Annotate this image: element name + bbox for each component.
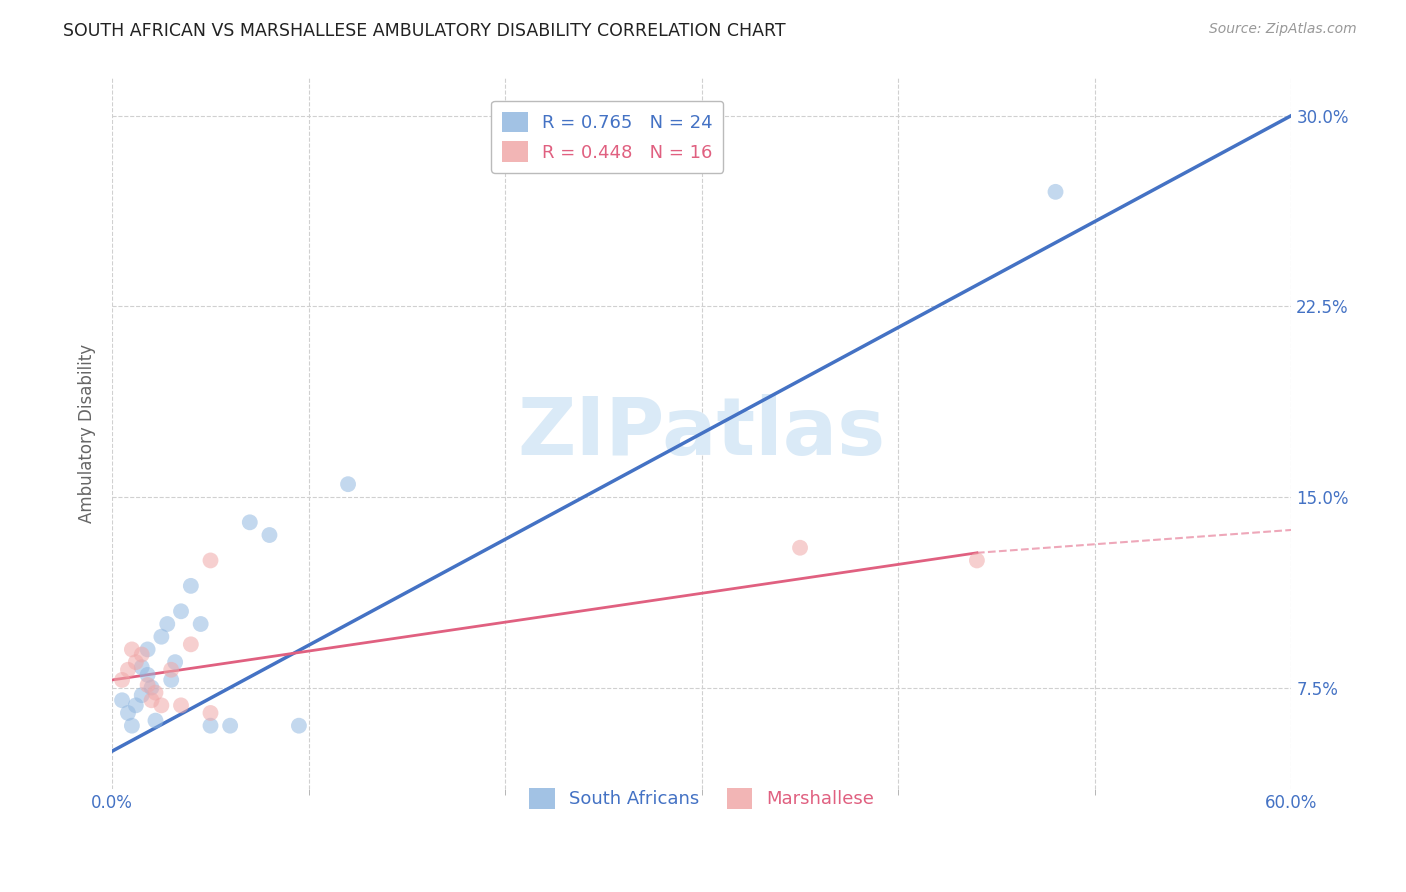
Point [1045,185,1067,199]
Point [125,698,148,713]
Point [789,541,811,555]
Point [190,617,212,632]
Point [200,553,222,567]
Point [131,648,153,662]
Point [219,719,242,733]
Point [200,706,222,720]
Point [136,668,159,682]
Point [145,714,167,728]
Point [117,706,139,720]
Point [150,630,173,644]
Point [121,719,143,733]
Point [121,642,143,657]
Point [141,693,163,707]
Point [136,642,159,657]
Point [141,681,163,695]
Point [136,678,159,692]
Point [111,673,134,687]
Point [160,663,183,677]
Text: ZIPatlas: ZIPatlas [517,394,886,473]
Point [156,617,179,632]
Point [337,477,360,491]
Point [165,655,187,669]
Point [288,719,311,733]
Point [180,579,202,593]
Point [259,528,281,542]
Point [180,637,202,651]
Point [150,698,173,713]
Text: Source: ZipAtlas.com: Source: ZipAtlas.com [1209,22,1357,37]
Y-axis label: Ambulatory Disability: Ambulatory Disability [79,343,96,523]
Text: SOUTH AFRICAN VS MARSHALLESE AMBULATORY DISABILITY CORRELATION CHART: SOUTH AFRICAN VS MARSHALLESE AMBULATORY … [63,22,786,40]
Legend: South Africans, Marshallese: South Africans, Marshallese [522,780,882,816]
Point [125,655,148,669]
Point [170,698,193,713]
Point [239,516,262,530]
Point [200,719,222,733]
Point [145,686,167,700]
Point [966,553,988,567]
Point [111,693,134,707]
Point [117,663,139,677]
Point [131,660,153,674]
Point [131,688,153,702]
Point [170,604,193,618]
Point [160,673,183,687]
